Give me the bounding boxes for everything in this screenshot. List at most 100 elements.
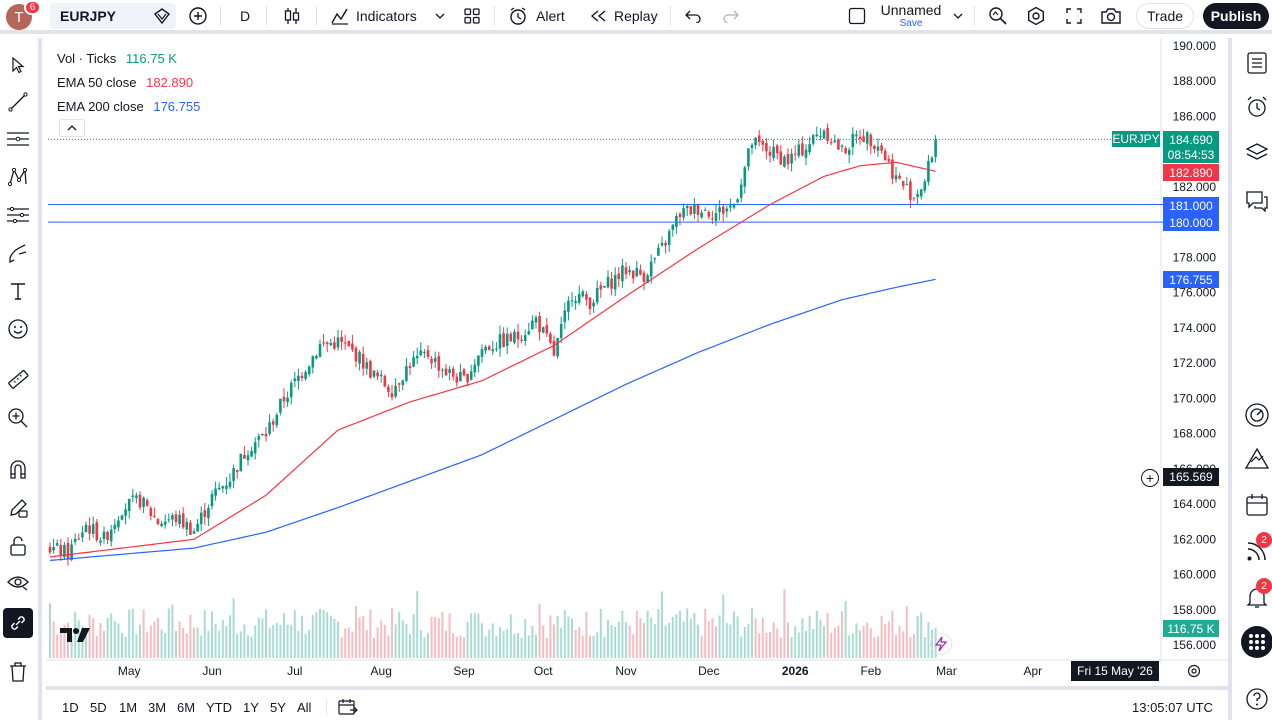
range-1y[interactable]: 1Y — [243, 699, 259, 715]
add-plus-icon[interactable]: + — [1141, 469, 1159, 487]
candle-body — [477, 355, 480, 366]
chevron-down-icon[interactable] — [950, 0, 966, 32]
alarm-clock-icon[interactable] — [1242, 92, 1272, 122]
range-ytd[interactable]: YTD — [206, 699, 232, 715]
emoji-icon[interactable] — [4, 315, 32, 343]
trend-line-icon[interactable] — [4, 88, 32, 116]
camera-icon[interactable] — [1098, 0, 1124, 32]
lock-icon[interactable] — [4, 532, 32, 560]
forecast-icon[interactable] — [4, 201, 32, 229]
settings-gear-icon[interactable] — [1024, 0, 1048, 32]
news-feed-icon[interactable] — [1242, 536, 1272, 566]
zoom-in-icon[interactable] — [4, 404, 32, 432]
symbol-watch-icon[interactable] — [150, 0, 174, 32]
publish-button[interactable]: Publish — [1203, 3, 1269, 29]
pattern-icon[interactable] — [4, 163, 32, 191]
replay-icon[interactable] — [588, 0, 608, 32]
brush-icon[interactable] — [4, 239, 32, 267]
indicators-button[interactable]: Indicators — [356, 8, 417, 24]
ideas-icon[interactable] — [1242, 444, 1272, 474]
alert-clock-icon[interactable] — [506, 0, 530, 32]
go-to-date-icon[interactable] — [338, 694, 358, 720]
candles-icon[interactable] — [280, 0, 304, 32]
legend-volume[interactable]: Vol · Ticks 116.75 K — [57, 47, 200, 71]
trade-button[interactable]: Trade — [1136, 3, 1194, 29]
volume-bar — [571, 618, 573, 658]
trash-icon[interactable] — [4, 658, 32, 686]
chat-icon[interactable] — [1242, 186, 1272, 216]
candle-body — [318, 344, 322, 357]
candle-body — [379, 374, 383, 377]
candle-body — [498, 334, 502, 349]
candle-body — [329, 342, 333, 346]
apps-grid-icon[interactable] — [1241, 626, 1272, 658]
range-3m[interactable]: 3M — [148, 699, 167, 715]
volume-bar — [178, 621, 181, 658]
layout-name[interactable]: Unnamed Save — [874, 2, 948, 29]
save-label[interactable]: Save — [899, 18, 923, 29]
alerts-badge: 2 — [1256, 578, 1272, 594]
layouts-grid-icon[interactable] — [460, 0, 484, 32]
candle-body — [894, 175, 898, 180]
volume-bar — [203, 610, 206, 658]
eye-icon[interactable] — [4, 568, 32, 596]
range-5d[interactable]: 5D — [90, 699, 107, 715]
candle-body — [109, 529, 113, 542]
volume-bar — [531, 625, 534, 658]
horizontal-lines-icon[interactable] — [4, 125, 32, 153]
volume-bar — [387, 635, 390, 658]
replay-button[interactable]: Replay — [614, 8, 658, 24]
text-icon[interactable] — [4, 277, 32, 305]
symbol-name[interactable]: EURJPY — [60, 8, 117, 24]
ruler-icon[interactable] — [4, 365, 32, 393]
legend-collapse-button[interactable] — [59, 119, 85, 137]
quick-search-icon[interactable] — [986, 0, 1010, 32]
candle-body — [102, 531, 106, 539]
price-chart[interactable]: 190.000188.000186.000184.000182.000180.0… — [46, 38, 1228, 686]
fullscreen-icon[interactable] — [1062, 0, 1086, 32]
target-icon[interactable] — [1242, 400, 1272, 430]
link-icon[interactable] — [3, 608, 33, 638]
range-all[interactable]: All — [297, 699, 312, 715]
volume-bar — [437, 618, 440, 658]
compare-add-icon[interactable] — [186, 0, 210, 32]
help-icon[interactable] — [1242, 684, 1272, 714]
range-1d[interactable]: 1D — [62, 699, 79, 715]
lightning-icon[interactable] — [930, 633, 952, 655]
volume-bar — [589, 635, 591, 658]
range-5y[interactable]: 5Y — [270, 699, 286, 715]
magnet-icon[interactable] — [4, 456, 32, 484]
redo-icon[interactable] — [720, 0, 742, 32]
volume-bar — [171, 604, 174, 658]
axis-settings-icon[interactable] — [1187, 664, 1201, 681]
layout-square-icon[interactable] — [846, 0, 868, 32]
volume-bar — [736, 616, 739, 658]
candle-body — [127, 498, 131, 512]
legend-ema50[interactable]: EMA 50 close 182.890 — [57, 71, 200, 95]
candle-body — [279, 398, 282, 413]
volume-bar — [711, 618, 714, 658]
undo-icon[interactable] — [682, 0, 704, 32]
candle-body — [466, 373, 469, 383]
volume-bar — [567, 616, 570, 658]
volume-bar — [769, 631, 771, 658]
calendar-icon[interactable] — [1242, 490, 1272, 520]
range-1m[interactable]: 1M — [119, 699, 138, 715]
drawing-lock-pencil-icon[interactable] — [4, 494, 32, 522]
indicators-icon[interactable] — [328, 0, 352, 32]
tradingview-logo[interactable] — [60, 627, 92, 646]
watchlist-icon[interactable] — [1242, 48, 1272, 78]
candle-body — [880, 145, 883, 151]
layers-icon[interactable] — [1242, 138, 1272, 168]
hline-181-label: 181.000 — [1163, 197, 1219, 214]
interval-button[interactable]: D — [239, 8, 251, 24]
volume-bar — [329, 615, 332, 658]
alert-button[interactable]: Alert — [536, 8, 565, 24]
legend-ema200[interactable]: EMA 200 close 176.755 — [57, 95, 200, 119]
utc-clock[interactable]: 13:05:07 UTC — [1132, 699, 1213, 715]
range-6m[interactable]: 6M — [177, 699, 196, 715]
symbol-search[interactable] — [50, 3, 176, 29]
chevron-down-icon[interactable] — [432, 0, 448, 32]
chart-pane[interactable]: 190.000188.000186.000184.000182.000180.0… — [46, 38, 1228, 686]
cursor-icon[interactable] — [4, 51, 32, 79]
